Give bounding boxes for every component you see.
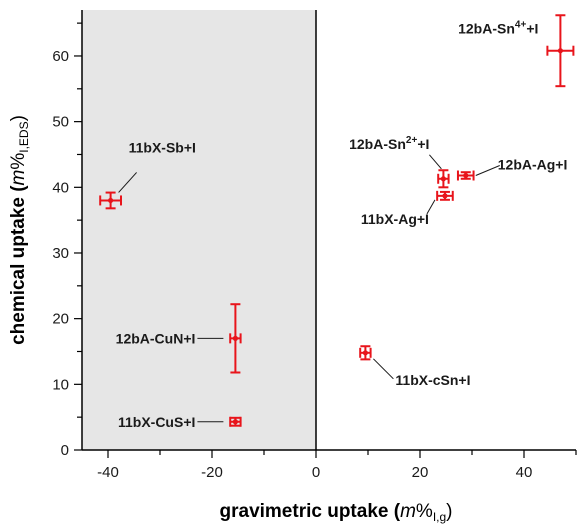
- x-tick-label: -20: [201, 464, 223, 481]
- point-label: 12bA-Sn4++I: [458, 20, 538, 37]
- label-leader-line: [373, 358, 394, 380]
- label-leader-line: [118, 172, 137, 193]
- data-point-group: [436, 190, 454, 201]
- y-tick-label: 40: [52, 179, 69, 196]
- y-tick-label: 0: [61, 442, 69, 459]
- x-tick-label: 40: [516, 464, 533, 481]
- y-tick-label: 60: [52, 48, 69, 65]
- shaded-region: [82, 10, 316, 450]
- data-marks: [99, 14, 575, 427]
- y-tick-label: 20: [52, 311, 69, 328]
- y-tick-label: 10: [52, 376, 69, 393]
- data-point: [232, 419, 238, 425]
- x-tick-label: 20: [412, 464, 429, 481]
- point-labels: 11bX-Sb+I 12bA-CuN+I 11bX-CuS+I 12bA-Sn4++I…: [116, 20, 568, 430]
- data-point: [440, 176, 446, 182]
- data-point: [463, 172, 469, 179]
- y-axis-title: chemical uptake (m%I,EDS): [8, 115, 31, 345]
- x-tick-label: -40: [97, 464, 119, 481]
- data-point-group: [99, 191, 122, 210]
- data-point: [442, 193, 448, 199]
- x-axis-title: gravimetric uptake (m%I,g): [220, 501, 453, 524]
- data-point: [108, 197, 114, 204]
- point-label: 12bA-CuN+I: [116, 330, 196, 346]
- data-point-group: [359, 345, 372, 361]
- data-point-group: [546, 14, 575, 88]
- label-leader-line: [429, 154, 442, 170]
- point-label: 12bA-Sn2++I: [349, 135, 429, 152]
- point-label: 11bX-CuS+I: [118, 414, 195, 430]
- point-label: 11bX-Sb+I: [129, 139, 196, 155]
- label-leader-line: [426, 199, 436, 215]
- x-tick-label: 0: [312, 464, 320, 481]
- point-label: 11bX-cSn+I: [395, 372, 470, 388]
- data-point: [557, 48, 564, 54]
- data-point: [362, 350, 368, 356]
- y-tick-label: 50: [52, 114, 69, 131]
- point-label: 11bX-Ag+I: [361, 211, 429, 227]
- data-point-group: [229, 416, 242, 427]
- label-leader-line: [475, 165, 500, 176]
- axes: 0 10 20 30 40 50 60 -40 -20 0 20 40: [52, 10, 577, 481]
- plot-background: [82, 10, 317, 450]
- y-tick-label: 30: [52, 245, 69, 262]
- data-point-group: [456, 170, 475, 181]
- data-point: [232, 335, 238, 341]
- data-point-group: [229, 303, 242, 374]
- point-label: 12bA-Ag+I: [498, 156, 568, 172]
- data-point-group: [437, 169, 450, 189]
